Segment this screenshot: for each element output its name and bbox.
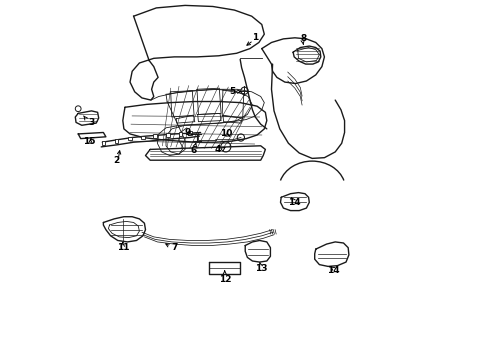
Text: 7: 7 xyxy=(171,243,177,252)
Text: 10: 10 xyxy=(219,129,231,138)
Text: 11: 11 xyxy=(116,243,129,252)
Bar xyxy=(102,141,105,145)
Text: 3: 3 xyxy=(88,118,95,127)
Text: 9: 9 xyxy=(184,128,190,137)
Text: 1: 1 xyxy=(252,33,258,42)
Bar xyxy=(187,131,191,135)
Text: 14: 14 xyxy=(287,198,300,207)
Bar xyxy=(178,132,182,136)
Bar xyxy=(115,139,118,143)
Bar xyxy=(141,136,144,139)
Bar xyxy=(166,133,170,137)
Text: 2: 2 xyxy=(113,156,120,165)
Text: 6: 6 xyxy=(190,146,196,155)
Text: 15: 15 xyxy=(82,136,95,145)
Bar xyxy=(153,134,157,138)
Text: 14: 14 xyxy=(327,266,339,275)
Text: 5: 5 xyxy=(228,87,235,96)
Text: 13: 13 xyxy=(255,264,267,273)
Text: 8: 8 xyxy=(300,34,306,43)
Text: 4: 4 xyxy=(214,145,220,154)
Bar xyxy=(128,137,132,140)
Text: 12: 12 xyxy=(219,275,231,284)
